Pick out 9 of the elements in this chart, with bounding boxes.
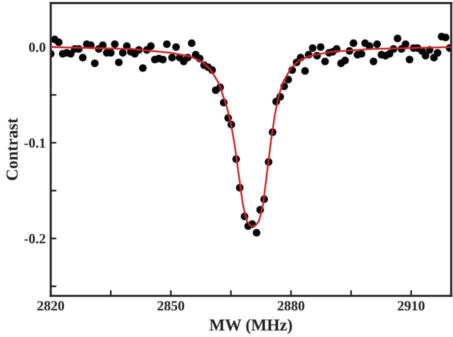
x-tick-label: 2850	[158, 301, 184, 311]
y-tick-label: 0.0	[29, 42, 46, 52]
y-tick-label: -0.2	[24, 234, 46, 244]
y-axis-title: Contrast	[6, 118, 18, 180]
x-tick-label: 2910	[398, 301, 424, 311]
x-tick-label: 2820	[37, 301, 64, 311]
x-tick-label: 2880	[278, 301, 304, 311]
x-axis-title: MW (MHz)	[210, 318, 292, 334]
y-tick-label: -0.1	[24, 138, 46, 148]
